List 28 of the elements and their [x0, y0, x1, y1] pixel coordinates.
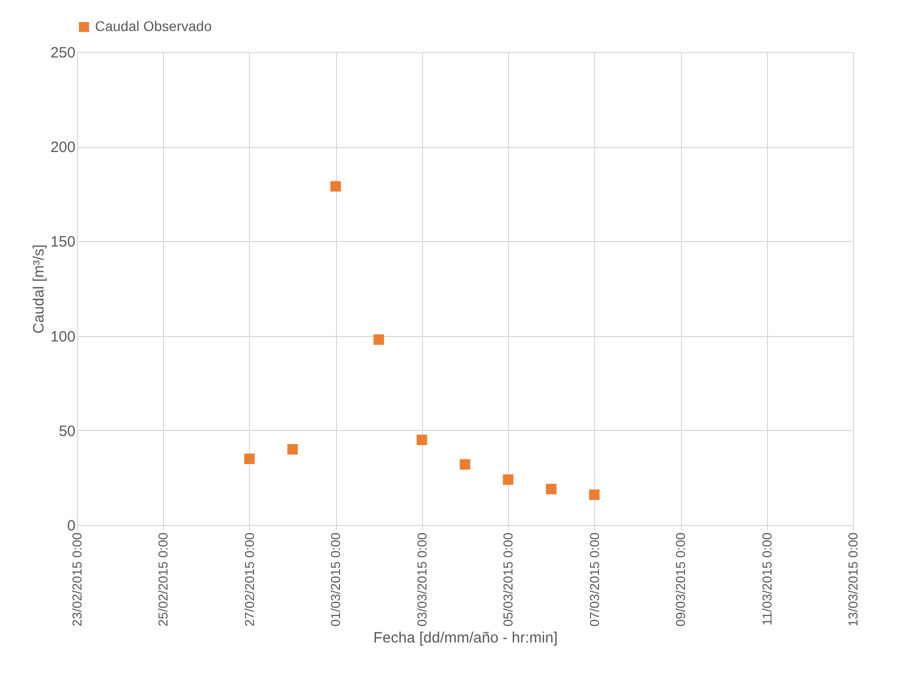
x-tick-label: 13/03/2015 0:00 [846, 532, 860, 626]
x-tick-label: 25/02/2015 0:00 [156, 532, 171, 626]
x-tick-label: 01/03/2015 0:00 [328, 532, 344, 626]
x-axis-title: Fecha [dd/mm/año - hr:min] [373, 629, 558, 646]
point [546, 484, 556, 494]
point [374, 334, 384, 345]
point [589, 489, 600, 500]
x-tick-label: 23/02/2015 0:00 [70, 532, 84, 626]
x-tick-label: 11/03/2015 0:00 [759, 532, 774, 626]
y-tick-label: 50 [58, 422, 76, 440]
x-tick-label: 07/03/2015 0:00 [586, 532, 602, 626]
legend-label: Caudal Observado [95, 18, 212, 34]
y-tick-label: 0 [67, 518, 76, 534]
y-tick-label: 150 [50, 234, 76, 251]
y-axis-title: Caudal [m³/s] [30, 244, 48, 334]
point [416, 434, 428, 446]
y-tick-label: 250 [50, 44, 76, 62]
point [244, 454, 255, 464]
y-tick-label: 200 [50, 139, 76, 156]
point [460, 459, 470, 470]
point [287, 444, 298, 455]
x-tick-label: 03/03/2015 0:00 [414, 532, 430, 626]
x-tick-label: 05/03/2015 0:00 [500, 532, 516, 626]
y-tick-label: 100 [50, 328, 76, 346]
point [502, 474, 514, 485]
x-tick-label: 27/02/2015 0:00 [242, 532, 257, 626]
x-tick-label: 09/03/2015 0:00 [673, 532, 688, 626]
point [330, 181, 341, 192]
